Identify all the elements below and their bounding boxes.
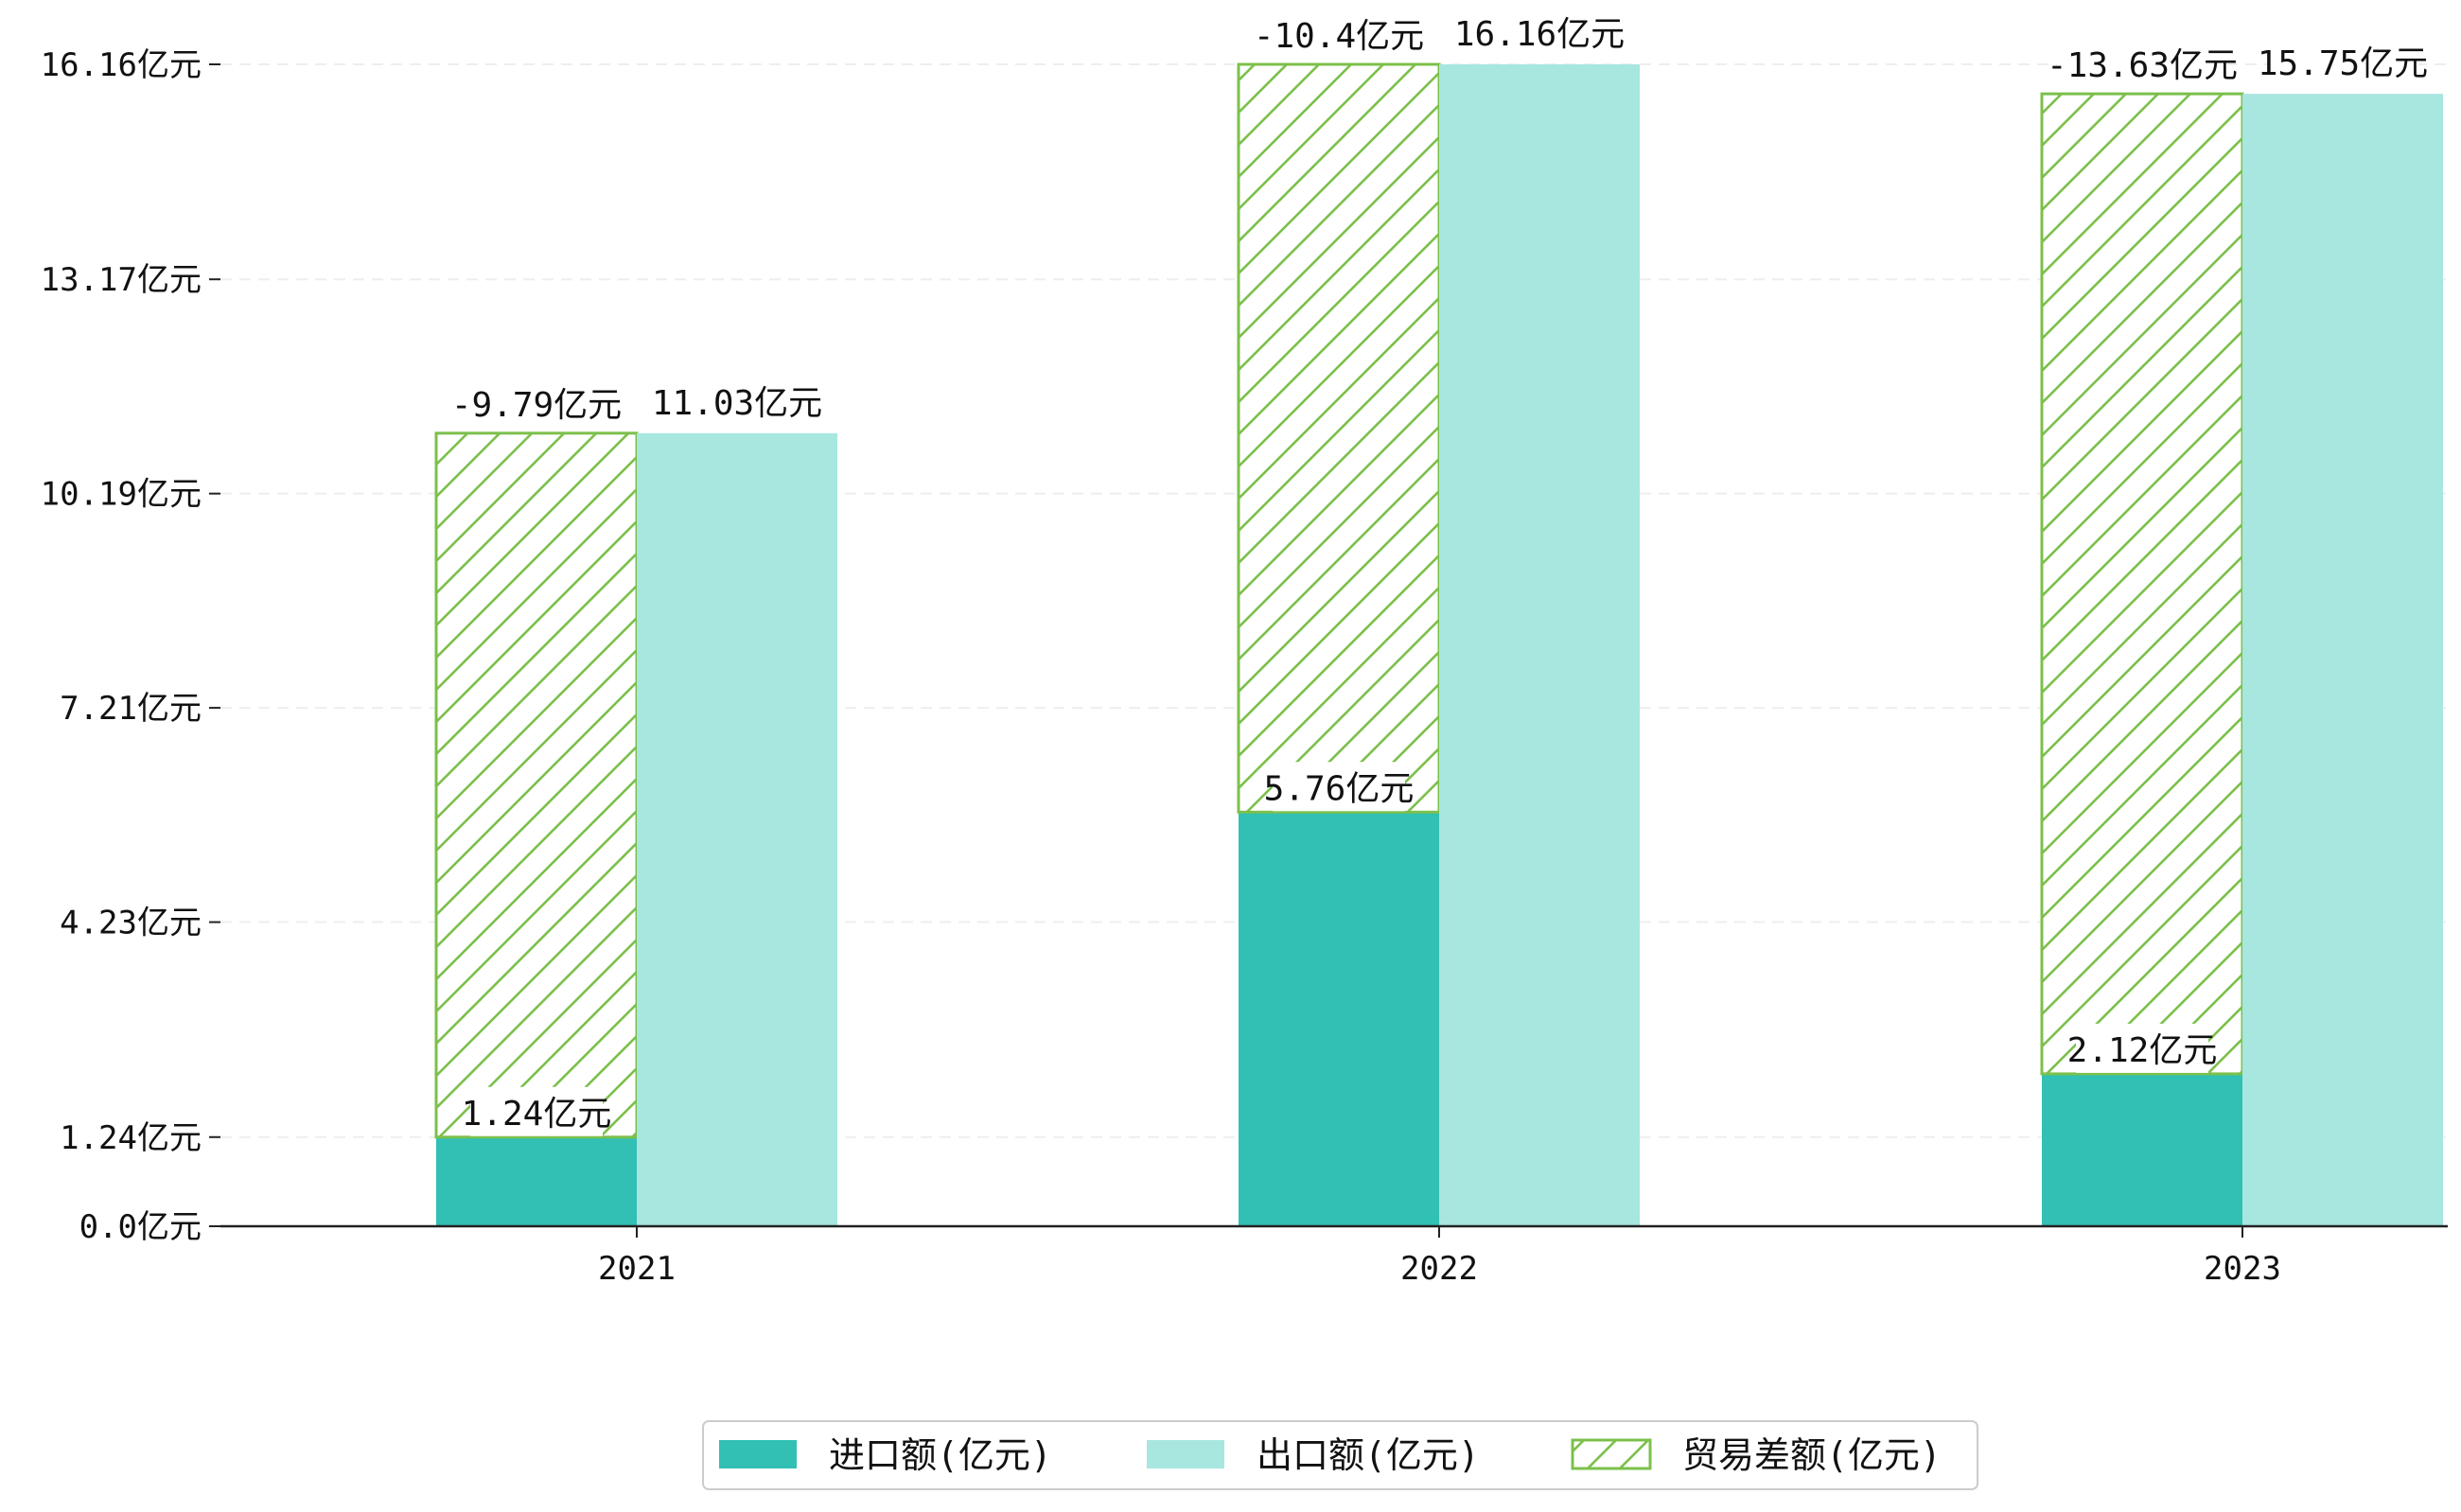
y-tick-label: 13.17亿元 [41, 261, 202, 299]
y-tick-label: 1.24亿元 [60, 1119, 202, 1157]
export-value-label-bg [1464, 8, 1615, 57]
export-value-label-bg [2267, 37, 2418, 87]
trade-balance-bar [2040, 92, 2244, 1076]
trade-balance-value-label-bg [461, 378, 612, 428]
legend-trade-balance-swatch [1571, 1438, 1652, 1470]
legend-export-label: 出口额(亿元) [1257, 1434, 1480, 1476]
export-value-label-bg [661, 376, 813, 426]
trade-balance-value-label: -10.4亿元 [1254, 17, 1424, 56]
import-value-label: 5.76亿元 [1264, 769, 1415, 808]
legend-trade-balance-label: 贸易差额(亿元) [1682, 1434, 1942, 1476]
legend-import-label: 进口额(亿元) [829, 1434, 1052, 1476]
trade-balance-value-label-bg [2057, 39, 2227, 89]
trade-balance-bar [1237, 62, 1441, 814]
export-value-label: 15.75亿元 [2258, 44, 2428, 83]
y-tick-label: 16.16亿元 [41, 46, 202, 84]
x-tick-label: 2021 [598, 1250, 676, 1288]
export-bar [2242, 94, 2443, 1227]
y-tick-label: 7.21亿元 [60, 690, 202, 728]
bars [434, 62, 2443, 1227]
x-tick-label: 2023 [2204, 1250, 2281, 1288]
export-value-label: 16.16亿元 [1454, 15, 1625, 54]
import-value-label: 2.12亿元 [2067, 1031, 2218, 1070]
legend-box [702, 1420, 1978, 1490]
import-bar [2042, 1073, 2242, 1226]
export-bar [1439, 64, 1640, 1226]
trade-balance-value-label-bg [1263, 9, 1415, 59]
legend: 进口额(亿元) 出口额(亿元) 贸易差额(亿元) [702, 1420, 1978, 1490]
import-value-label-bg [470, 1086, 603, 1136]
axes: 0.0亿元 1.24亿元 4.23亿元 7.21亿元 10.19亿元 13.17亿元 16.… [41, 46, 2448, 1288]
y-tick-label: 4.23亿元 [60, 905, 202, 942]
legend-export-swatch [1147, 1440, 1224, 1468]
y-tick-label: 10.19亿元 [41, 476, 202, 514]
import-value-label: 1.24亿元 [462, 1095, 612, 1134]
trade-balance-value-label: -9.79亿元 [451, 386, 622, 425]
data-labels: 1.24亿元 -9.79亿元 11.03亿元 5.76亿元 -10.4亿元 16.16亿元… [451, 8, 2428, 1136]
trade-balance-bar [434, 431, 639, 1139]
import-value-label-bg [2076, 1023, 2208, 1073]
x-tick-label: 2022 [1400, 1250, 1478, 1288]
import-bar [1239, 812, 1439, 1226]
trade-balance-value-label: -13.63亿元 [2047, 46, 2238, 85]
legend-import-swatch [719, 1440, 797, 1468]
import-value-label-bg [1273, 762, 1405, 812]
export-value-label: 11.03亿元 [652, 384, 822, 423]
import-bar [436, 1136, 637, 1226]
export-bar [637, 432, 837, 1226]
y-tick-label: 0.0亿元 [79, 1208, 202, 1246]
